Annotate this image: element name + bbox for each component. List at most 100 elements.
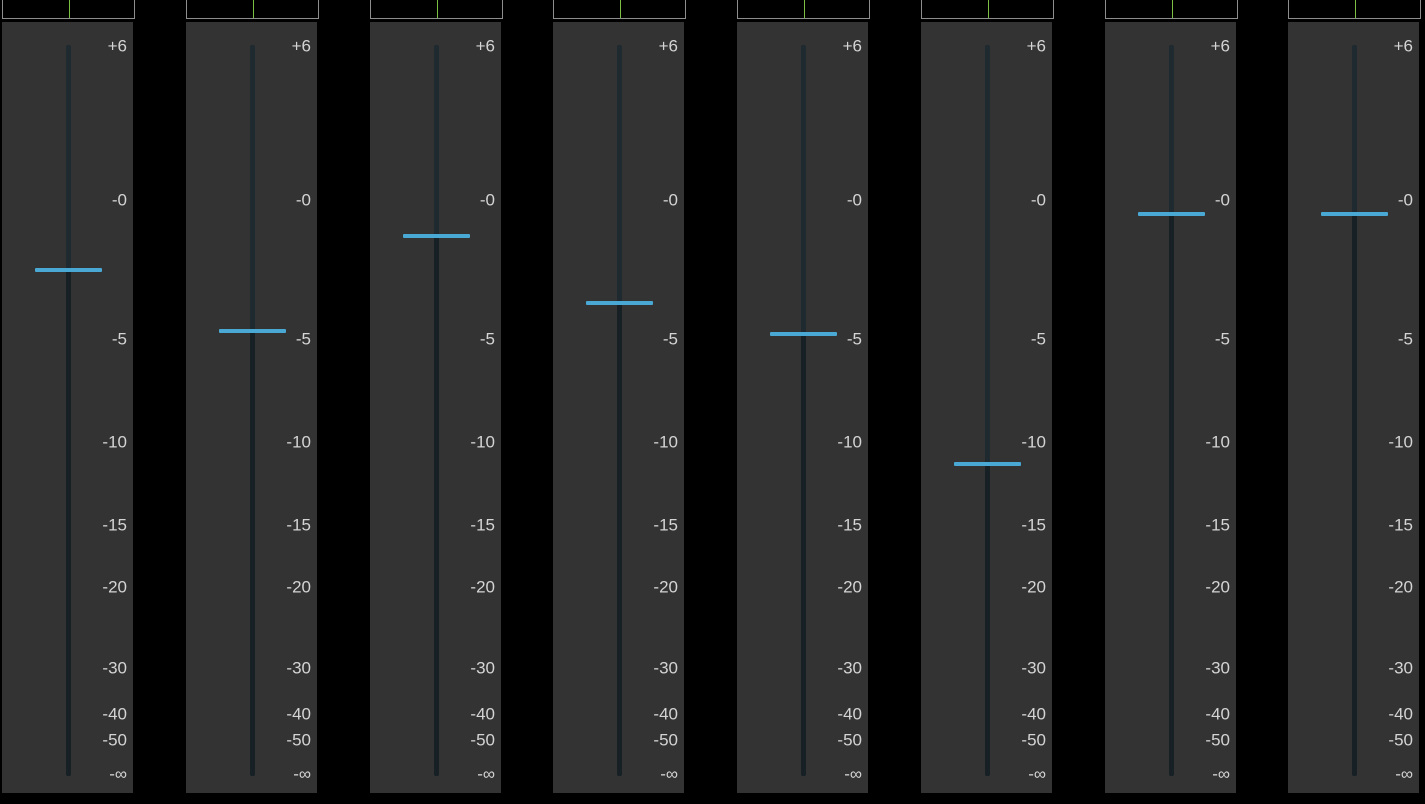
db-scale-label: -30 [286,658,311,678]
pan-center-marker [1172,0,1173,18]
db-scale-label: -0 [846,190,862,210]
db-scale-label: -∞ [1212,764,1230,784]
db-scale-label: -10 [837,432,862,452]
fader-track[interactable] [985,45,990,776]
channel-strip: +6 -0 -5 -10 -15 -20 -30 -40 -50 -∞ [1288,0,1421,804]
db-scale-label: -5 [1397,329,1413,349]
db-scale-label: -50 [1388,730,1413,750]
db-scale-label: -∞ [660,764,678,784]
db-scale-label: -50 [837,730,862,750]
pan-center-marker [253,0,254,18]
pan-center-marker [1355,0,1356,18]
db-scale-label: -50 [286,730,311,750]
db-scale-label: -5 [111,329,127,349]
pan-center-marker [437,0,438,18]
db-scale-label: -20 [1021,577,1046,597]
db-scale-label: -40 [102,704,127,724]
db-scale-label: +6 [107,36,127,56]
db-scale-label: -0 [1397,190,1413,210]
fader-handle[interactable] [1138,212,1205,216]
fader-handle[interactable] [403,234,470,239]
fader-handle[interactable] [770,331,837,336]
db-scale-label: +6 [1026,36,1046,56]
fader-level-fill [617,302,622,776]
fader-panel: +6 -0 -5 -10 -15 -20 -30 -40 -50 -∞ [1288,22,1419,793]
db-scale-label: -30 [102,658,127,678]
pan-control[interactable] [370,0,503,19]
db-scale-label: -20 [653,577,678,597]
pan-center-marker [620,0,621,18]
db-scale-label: -5 [479,329,495,349]
db-scale-label: -20 [1205,577,1230,597]
db-scale-label: +6 [291,36,311,56]
db-scale-label: -50 [653,730,678,750]
fader-level-fill [434,236,439,776]
db-scale-label: -15 [102,515,127,535]
db-scale-label: -0 [1030,190,1046,210]
db-scale-label: -10 [1388,432,1413,452]
fader-handle[interactable] [954,462,1021,467]
db-scale-label: -15 [1388,515,1413,535]
db-scale-label: -50 [1021,730,1046,750]
db-scale-label: -15 [470,515,495,535]
db-scale-label: -∞ [477,764,495,784]
db-scale-label: -0 [295,190,311,210]
db-scale-label: -40 [1205,704,1230,724]
db-scale-label: -5 [295,329,311,349]
fader-handle[interactable] [586,300,653,305]
fader-level-fill [250,330,255,776]
fader-handle[interactable] [35,267,102,272]
db-scale-label: -∞ [1395,764,1413,784]
db-scale: +6 -0 -5 -10 -15 -20 -30 -40 -50 -∞ [553,22,678,793]
fader-panel: +6 -0 -5 -10 -15 -20 -30 -40 -50 -∞ [186,22,317,793]
pan-center-marker [988,0,989,18]
db-scale-label: -5 [1030,329,1046,349]
db-scale-label: -5 [846,329,862,349]
db-scale-label: -30 [1021,658,1046,678]
db-scale-label: +6 [658,36,678,56]
db-scale-label: -10 [470,432,495,452]
db-scale-label: +6 [1210,36,1230,56]
db-scale-label: -5 [662,329,678,349]
db-scale-label: -∞ [109,764,127,784]
channel-strip: +6 -0 -5 -10 -15 -20 -30 -40 -50 -∞ [553,0,686,804]
db-scale-label: -50 [1205,730,1230,750]
channel-strip: +6 -0 -5 -10 -15 -20 -30 -40 -50 -∞ [921,0,1054,804]
pan-control[interactable] [921,0,1054,19]
db-scale: +6 -0 -5 -10 -15 -20 -30 -40 -50 -∞ [1105,22,1230,793]
pan-control[interactable] [737,0,870,19]
pan-control[interactable] [186,0,319,19]
db-scale-label: -0 [662,190,678,210]
db-scale-label: -10 [1021,432,1046,452]
pan-control[interactable] [553,0,686,19]
fader-handle[interactable] [1321,212,1388,216]
db-scale-label: -∞ [293,764,311,784]
fader-level-fill [66,269,71,776]
db-scale-label: +6 [842,36,862,56]
pan-center-marker [804,0,805,18]
db-scale-label: -20 [470,577,495,597]
db-scale-label: -15 [1021,515,1046,535]
db-scale-label: -0 [111,190,127,210]
fader-level-fill [801,333,806,776]
db-scale-label: -30 [470,658,495,678]
db-scale-label: -20 [102,577,127,597]
db-scale-label: -∞ [844,764,862,784]
fader-panel: +6 -0 -5 -10 -15 -20 -30 -40 -50 -∞ [737,22,868,793]
fader-handle[interactable] [219,328,286,333]
fader-panel: +6 -0 -5 -10 -15 -20 -30 -40 -50 -∞ [1105,22,1236,793]
db-scale-label: +6 [475,36,495,56]
db-scale-label: -10 [102,432,127,452]
db-scale-label: -30 [653,658,678,678]
fader-panel: +6 -0 -5 -10 -15 -20 -30 -40 -50 -∞ [370,22,501,793]
db-scale-label: -0 [479,190,495,210]
db-scale-label: -15 [1205,515,1230,535]
db-scale: +6 -0 -5 -10 -15 -20 -30 -40 -50 -∞ [370,22,495,793]
db-scale-label: -15 [837,515,862,535]
pan-control[interactable] [2,0,135,19]
pan-control[interactable] [1288,0,1421,19]
db-scale-label: -15 [286,515,311,535]
pan-control[interactable] [1105,0,1238,19]
db-scale-label: -10 [653,432,678,452]
db-scale-label: -10 [286,432,311,452]
